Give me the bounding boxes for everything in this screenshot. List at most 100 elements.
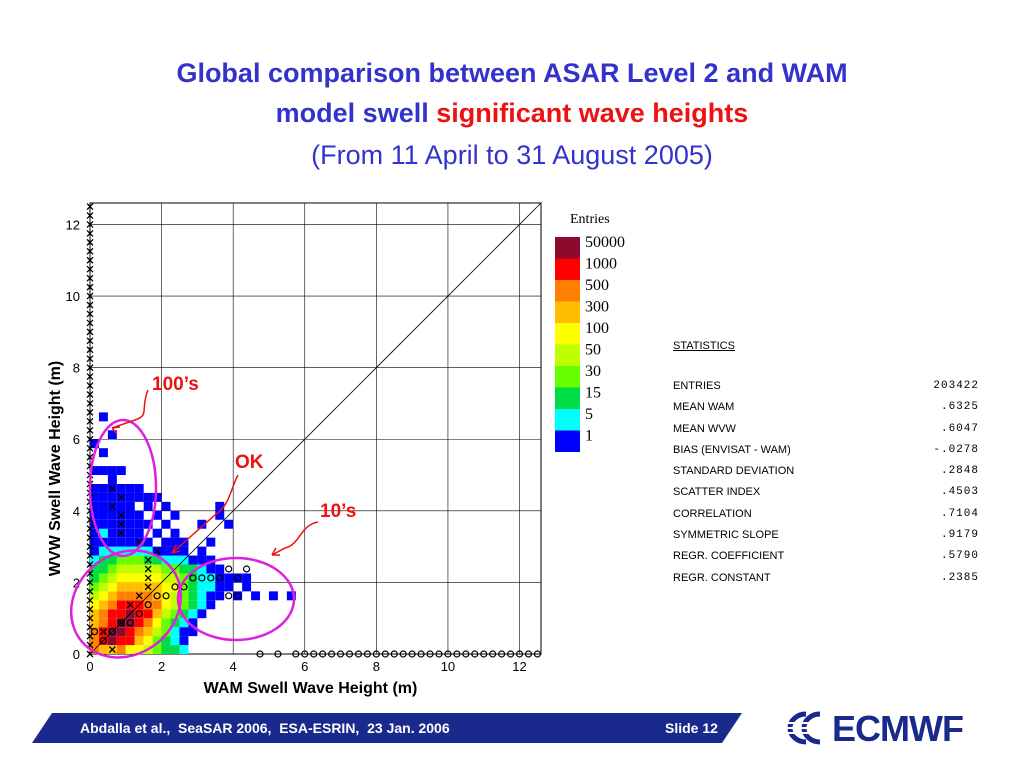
- annotation-arrowhead-10s: [271, 547, 280, 556]
- o-marker: [234, 574, 242, 582]
- x-marker: [86, 373, 94, 381]
- heatmap-cell: [161, 501, 171, 511]
- x-marker: [86, 391, 94, 398]
- x-tick-label: 4: [230, 659, 237, 674]
- legend-swatch: [555, 301, 580, 323]
- heatmap-cell: [134, 564, 144, 574]
- o-marker: [135, 610, 143, 618]
- heatmap-cell: [98, 483, 108, 493]
- heatmap-cell: [206, 591, 216, 601]
- slide-title-line2: model swell significant wave heights: [0, 98, 1024, 129]
- heatmap-cell: [206, 564, 216, 574]
- x-marker: [86, 614, 94, 622]
- o-marker: [453, 650, 461, 658]
- heatmap-cell: [206, 582, 216, 592]
- legend-label: 1: [585, 428, 593, 445]
- heatmap-cell: [125, 555, 135, 565]
- stat-label: SYMMETRIC SLOPE: [673, 529, 779, 542]
- o-marker: [408, 650, 416, 658]
- o-marker: [417, 650, 425, 658]
- o-marker: [381, 650, 389, 658]
- annotation-arrow-ok: [171, 474, 239, 554]
- stat-label: MEAN WVW: [673, 422, 736, 435]
- legend-swatch: [555, 344, 580, 366]
- heatmap-cell: [98, 582, 108, 592]
- heatmap-cell: [98, 546, 108, 556]
- heatmap-cell: [90, 555, 99, 565]
- heatmap-cell: [134, 528, 144, 538]
- stat-row: ENTRIES 203422: [673, 380, 983, 401]
- y-tick-label: 12: [66, 217, 80, 232]
- o-marker: [480, 650, 488, 658]
- x-tick-label: 2: [158, 659, 165, 674]
- o-marker: [162, 592, 170, 600]
- highlight-ellipse-10s: [176, 556, 296, 642]
- heatmap-cell: [98, 591, 108, 601]
- o-marker: [336, 650, 345, 658]
- o-marker: [462, 650, 470, 658]
- x-marker: [108, 646, 116, 653]
- o-marker: [489, 650, 497, 658]
- x-marker: [86, 301, 94, 309]
- x-marker: [86, 265, 94, 273]
- heatmap-cell: [98, 645, 108, 654]
- heatmap-cell: [170, 582, 180, 592]
- highlight-ellipse-100s: [88, 418, 158, 558]
- o-marker: [426, 650, 434, 658]
- heatmap-cell: [143, 501, 153, 511]
- o-marker: [90, 628, 99, 636]
- heatmap-cell: [116, 591, 126, 601]
- o-marker: [363, 650, 372, 658]
- heatmap-cell: [152, 645, 162, 654]
- heatmap-cell: [143, 618, 153, 628]
- heatmap-cell: [152, 492, 162, 502]
- heatmap-cell: [188, 591, 198, 601]
- y-tick-label: 4: [73, 504, 80, 519]
- heatmap-cell: [134, 483, 144, 493]
- title-highlight: significant wave heights: [436, 98, 749, 128]
- legend-swatch: [555, 237, 580, 259]
- heatmap-cell: [116, 600, 126, 610]
- heatmap-cell: [161, 555, 171, 565]
- heatmap-cell: [179, 609, 189, 619]
- heatmap-cell: [161, 645, 171, 654]
- heatmap-cell: [143, 537, 153, 547]
- heatmap-cell: [206, 555, 216, 565]
- heatmap-cell: [188, 618, 198, 628]
- x-tick-label: 8: [373, 659, 380, 674]
- o-marker: [242, 565, 251, 573]
- annotation-arrowhead-100s: [111, 426, 121, 435]
- title-prefix: model swell: [275, 98, 437, 128]
- heatmap-cell: [134, 636, 144, 646]
- o-marker: [108, 628, 116, 636]
- heatmap-cell: [215, 510, 225, 520]
- heatmap-cell: [242, 573, 252, 583]
- statistics-panel: STATISTICS ENTRIES 203422 MEAN WAM .6325 MEA…: [673, 340, 983, 593]
- ecmwf-logo: ECMWF: [780, 706, 990, 750]
- heatmap-cell: [98, 510, 108, 520]
- heatmap-cell: [224, 582, 234, 592]
- heatmap-cell: [170, 573, 180, 583]
- x-marker: [117, 520, 125, 528]
- heatmap-cell: [197, 519, 207, 529]
- x-marker: [86, 203, 94, 211]
- legend-swatch: [555, 323, 580, 345]
- x-tick-label: 0: [86, 659, 93, 674]
- heatmap-cell: [125, 528, 135, 538]
- x-tick-label: 6: [301, 659, 308, 674]
- heatmap-cell: [188, 573, 198, 583]
- heatmap-cell: [116, 555, 126, 565]
- y-tick-label: 6: [73, 432, 80, 447]
- annotation-label: 10’s: [320, 501, 356, 522]
- x-marker: [86, 426, 94, 434]
- x-marker: [86, 543, 94, 551]
- x-marker: [135, 592, 143, 600]
- stat-label: BIAS (ENVISAT - WAM): [673, 443, 791, 456]
- heatmap-cell: [143, 636, 153, 646]
- heatmap-cell: [116, 537, 126, 547]
- o-marker: [399, 650, 407, 658]
- heatmap-cell: [90, 591, 99, 601]
- stat-label: ENTRIES: [673, 380, 721, 392]
- x-marker: [86, 212, 94, 219]
- x-marker: [86, 310, 94, 318]
